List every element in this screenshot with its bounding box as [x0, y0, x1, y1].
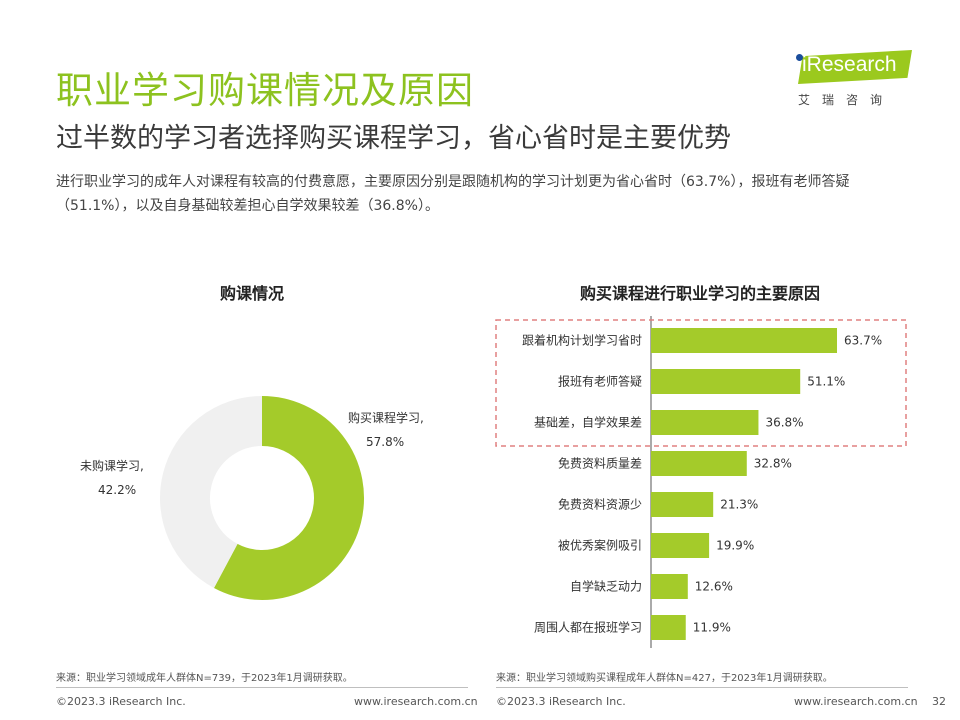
- donut-label-1: 未购课学习,: [80, 458, 144, 473]
- bar-category-label-1: 报班有老师答疑: [558, 374, 642, 389]
- donut-slice-1: [160, 396, 264, 588]
- logo-dot: [796, 54, 803, 61]
- bar-chart: 跟着机构计划学习省时 63.7% 报班有老师答疑 51.1% 基础差，自学效果差 36.8…: [495, 316, 907, 648]
- bar-value-label-3: 32.8%: [754, 457, 792, 471]
- bar-4: [651, 492, 714, 517]
- bar-category-label-7: 周围人都在报班学习: [534, 620, 642, 635]
- donut-slice-0: [214, 396, 364, 600]
- footer-divider-left: [56, 687, 468, 688]
- donut-chart-title: 购课情况: [219, 284, 285, 303]
- page-description: 进行职业学习的成年人对课程有较高的付费意愿，主要原因分别是跟随机构的学习计划更为…: [56, 174, 850, 214]
- donut-value-0: 57.8%: [366, 435, 404, 449]
- bar-value-label-2: 36.8%: [765, 416, 803, 430]
- footer-copyright-left: ©2023.3 iResearch Inc.: [56, 695, 186, 708]
- footer-divider-right: [496, 687, 908, 688]
- bar-category-label-0: 跟着机构计划学习省时: [522, 333, 642, 348]
- donut-chart: 购买课程学习, 57.8% 未购课学习, 42.2%: [80, 396, 424, 600]
- highlight-box: [495, 319, 907, 447]
- bar-value-label-4: 21.3%: [720, 498, 758, 512]
- bar-6: [651, 574, 688, 599]
- footer-url-left[interactable]: www.iresearch.com.cn: [354, 695, 478, 708]
- bar-2: [651, 410, 759, 435]
- page-title: 职业学习购课情况及原因: [56, 69, 474, 112]
- donut-label-0: 购买课程学习,: [348, 410, 424, 425]
- bar-value-label-0: 63.7%: [844, 334, 882, 348]
- bar-3: [651, 451, 747, 476]
- footer-url-right[interactable]: www.iresearch.com.cn: [794, 695, 918, 708]
- logo-cn-text: 艾瑞咨询: [798, 93, 895, 107]
- footer-copyright-right: ©2023.3 iResearch Inc.: [496, 695, 626, 708]
- bar-category-label-2: 基础差，自学效果差: [534, 415, 642, 430]
- source-note-right: 来源：职业学习领域购买课程成年人群体N=427，于2023年1月调研获取。: [496, 673, 833, 684]
- bar-value-label-1: 51.1%: [807, 375, 845, 389]
- page-subtitle: 过半数的学习者选择购买课程学习，省心省时是主要优势: [56, 123, 731, 154]
- bar-chart-title: 购买课程进行职业学习的主要原因: [579, 284, 821, 303]
- iresearch-logo: iResearch 艾瑞咨询: [790, 50, 916, 107]
- source-note-left: 来源：职业学习领域成年人群体N=739，于2023年1月调研获取。: [56, 673, 353, 684]
- bar-category-label-4: 免费资料资源少: [558, 497, 642, 512]
- bar-value-label-6: 12.6%: [695, 580, 733, 594]
- bar-category-label-3: 免费资料质量差: [558, 456, 642, 471]
- bar-0: [651, 328, 838, 353]
- bar-category-label-5: 被优秀案例吸引: [558, 538, 642, 553]
- bar-5: [651, 533, 710, 558]
- bar-value-label-5: 19.9%: [716, 539, 754, 553]
- page-number: 32: [932, 695, 946, 708]
- bar-1: [651, 369, 801, 394]
- logo-shape: [798, 50, 912, 84]
- donut-value-1: 42.2%: [98, 483, 136, 497]
- bar-7: [651, 615, 686, 640]
- bar-value-label-7: 11.9%: [693, 621, 731, 635]
- bar-category-label-6: 自学缺乏动力: [570, 579, 642, 594]
- logo-text: iResearch: [802, 53, 897, 76]
